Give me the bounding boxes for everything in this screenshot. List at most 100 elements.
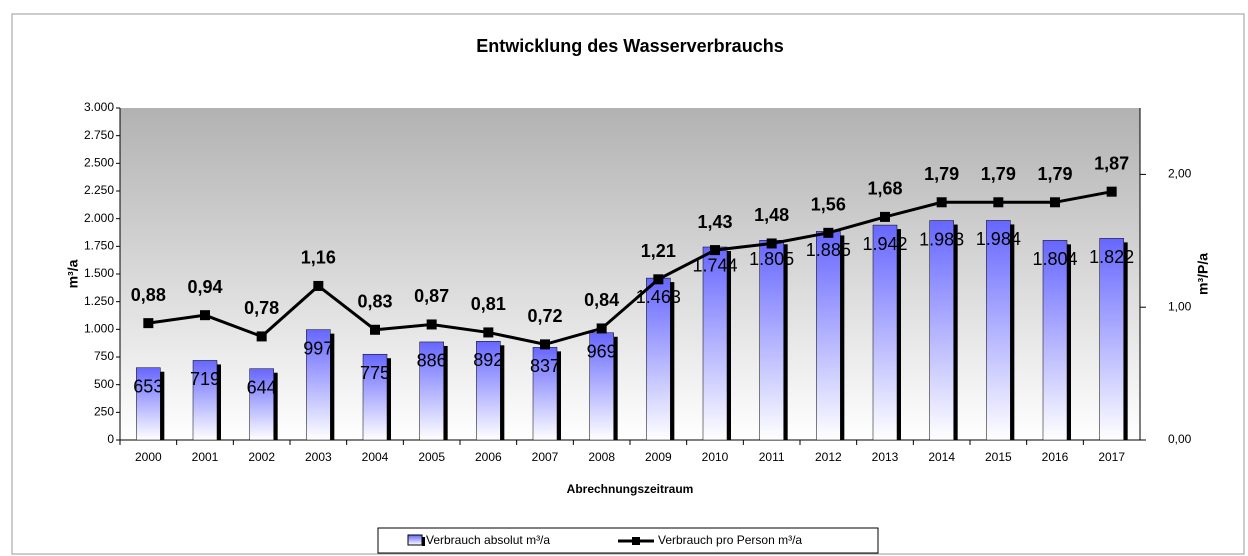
- bar: [702, 246, 728, 441]
- line-marker: [993, 197, 1004, 208]
- line-marker: [710, 245, 720, 256]
- line-value-label: 1,48: [754, 205, 789, 225]
- legend-marker: [632, 537, 640, 545]
- x-axis-title: Abrechnungszeitraum: [567, 482, 694, 496]
- line-marker: [426, 319, 437, 330]
- line-value-label: 1,68: [867, 179, 902, 199]
- x-tick-label: 2009: [645, 450, 672, 464]
- line-value-label: 1,79: [1037, 164, 1072, 184]
- y-tick-label: 1.500: [84, 266, 114, 280]
- y2-tick-label: 0,00: [1168, 432, 1192, 446]
- y2-tick-label: 1,00: [1168, 299, 1192, 313]
- bar: [136, 367, 161, 441]
- bar: [1099, 238, 1124, 441]
- line-marker: [256, 331, 267, 342]
- bar-value-label: 1.804: [1032, 249, 1077, 269]
- plot-area: [120, 108, 1140, 440]
- bar: [1042, 240, 1068, 441]
- line-value-label: 0,83: [357, 292, 392, 312]
- x-tick-label: 2010: [702, 450, 729, 464]
- bar-value-label: 1.822: [1089, 247, 1134, 267]
- legend-label: Verbrauch pro Person m³/a: [658, 533, 802, 547]
- bar-value-label: 1.984: [976, 229, 1021, 249]
- x-tick-label: 2008: [588, 450, 615, 464]
- bar: [872, 224, 898, 441]
- y2-tick-label: 2,00: [1168, 167, 1192, 181]
- y-tick-label: 0: [107, 432, 114, 446]
- x-tick-label: 2011: [759, 450, 785, 464]
- line-marker: [313, 280, 324, 291]
- bar-value-label: 644: [247, 377, 277, 397]
- y-tick-label: 1.000: [84, 322, 114, 336]
- line-value-label: 0,87: [414, 286, 449, 306]
- bar: [646, 277, 671, 441]
- bar-value-label: 653: [133, 376, 163, 396]
- x-tick-label: 2016: [1042, 450, 1069, 464]
- y-tick-label: 2.750: [84, 128, 114, 142]
- x-tick-label: 2014: [928, 450, 955, 464]
- bar-value-label: 1.805: [749, 249, 794, 269]
- legend-swatch-shadow: [422, 537, 425, 546]
- line-marker: [766, 238, 777, 249]
- bar: [759, 239, 784, 441]
- bar: [192, 360, 218, 441]
- y-axis-title: m³/a: [65, 259, 81, 288]
- line: [148, 190, 1112, 346]
- x-tick-label: 2006: [475, 450, 502, 464]
- line-value-label: 0,94: [187, 277, 222, 297]
- line-value-label: 1,43: [697, 212, 732, 232]
- y-tick-label: 2.000: [84, 211, 114, 225]
- y-tick-label: 2.500: [84, 156, 114, 170]
- bar: [816, 231, 841, 441]
- line-marker: [1050, 197, 1060, 208]
- x-tick-label: 2004: [362, 450, 389, 464]
- bar-value-label: 1.942: [862, 234, 907, 254]
- line-marker: [936, 197, 947, 208]
- bar-value-label: 1.463: [636, 287, 681, 307]
- line-value-label: 1,16: [301, 248, 336, 268]
- bar-value-label: 997: [303, 338, 333, 358]
- bar: [986, 220, 1011, 441]
- bar: [929, 220, 954, 441]
- bar: [419, 341, 444, 441]
- bar-value-label: 1.744: [692, 256, 737, 276]
- y2-axis-title: m³/P/a: [1195, 253, 1211, 295]
- line-value-label: 0,78: [244, 298, 279, 318]
- bar-value-label: 719: [190, 369, 220, 389]
- y-tick-label: 250: [94, 405, 114, 419]
- line-marker: [370, 324, 380, 335]
- bar: [532, 347, 558, 441]
- bar-value-label: 892: [473, 350, 503, 370]
- x-tick-label: 2012: [815, 450, 842, 464]
- bar: [589, 332, 614, 441]
- y-tick-label: 1.250: [84, 294, 114, 308]
- x-tick-label: 2003: [305, 450, 332, 464]
- x-tick-label: 2017: [1098, 450, 1125, 464]
- bar-value-label: 837: [530, 356, 560, 376]
- line-value-label: 1,87: [1094, 153, 1129, 173]
- legend-label: Verbrauch absolut m³/a: [426, 533, 550, 547]
- bar-value-label: 1.885: [806, 240, 851, 260]
- x-tick-label: 2002: [248, 450, 275, 464]
- bar: [362, 353, 388, 441]
- y-tick-label: 1.750: [84, 239, 114, 253]
- bar-value-label: 969: [587, 342, 617, 362]
- line-marker: [143, 318, 154, 329]
- line-marker: [823, 227, 834, 238]
- y-tick-label: 750: [94, 349, 114, 363]
- line-value-label: 1,21: [641, 241, 676, 261]
- x-tick-label: 2000: [135, 450, 162, 464]
- x-tick-label: 2001: [192, 450, 219, 464]
- bar-value-label: 1.983: [919, 229, 964, 249]
- x-tick-label: 2015: [985, 450, 1012, 464]
- line-marker: [200, 310, 210, 321]
- line-marker: [653, 274, 664, 285]
- y-tick-label: 2.250: [84, 183, 114, 197]
- line-value-label: 1,56: [811, 195, 846, 215]
- line-value-label: 0,72: [527, 306, 562, 326]
- line-marker: [483, 327, 494, 338]
- chart-title: Entwicklung des Wasserverbrauchs: [476, 36, 783, 56]
- bar-value-label: 886: [417, 351, 447, 371]
- line-value-label: 1,79: [981, 164, 1016, 184]
